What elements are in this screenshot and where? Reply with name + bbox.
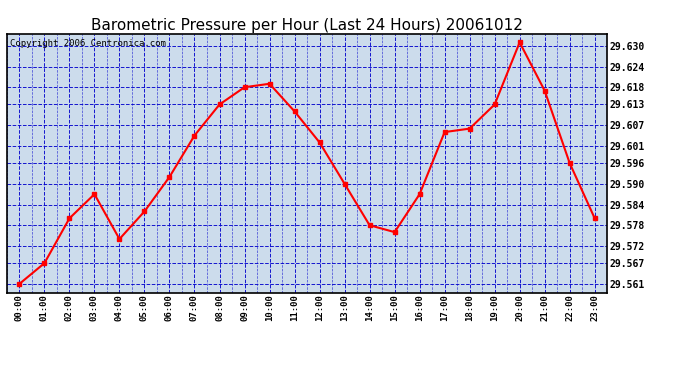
Text: Copyright 2006 Centronica.com: Copyright 2006 Centronica.com xyxy=(10,39,166,48)
Title: Barometric Pressure per Hour (Last 24 Hours) 20061012: Barometric Pressure per Hour (Last 24 Ho… xyxy=(91,18,523,33)
